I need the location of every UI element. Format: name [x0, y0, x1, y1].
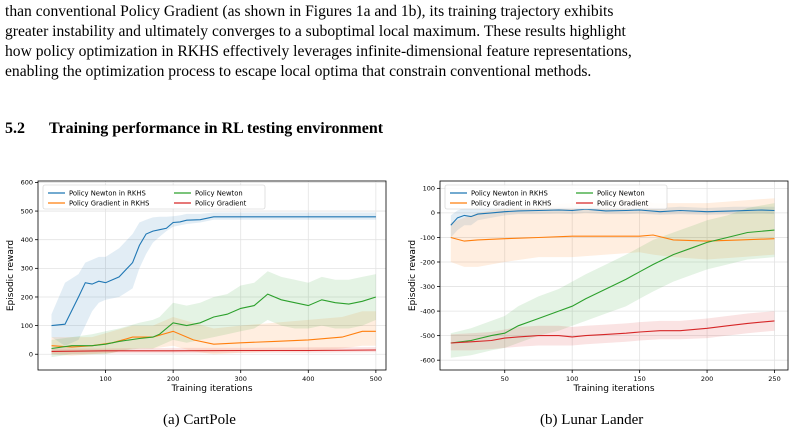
x-tick-label: 100 — [99, 375, 111, 383]
series-line — [450, 208, 775, 226]
series-line — [450, 229, 775, 344]
series-line — [51, 349, 376, 352]
x-tick-label: 200 — [701, 375, 713, 383]
y-tick-label: -200 — [420, 258, 435, 266]
x-tick-label: 150 — [633, 375, 645, 383]
series-band — [51, 212, 376, 346]
y-tick-label: -400 — [420, 307, 435, 315]
y-tick-label: 0 — [431, 209, 435, 217]
section-number: 5.2 — [5, 120, 25, 137]
y-axis-label: Episodic reward — [6, 240, 16, 311]
x-tick-label: 400 — [302, 375, 314, 383]
series-band — [450, 205, 775, 238]
series-band — [51, 311, 376, 356]
section-title: Training performance in RL testing envir… — [49, 120, 384, 137]
legend-label: Policy Newton — [597, 189, 645, 197]
x-tick-label: 500 — [370, 375, 382, 383]
plot-frame — [37, 180, 387, 371]
paragraph-line: how policy optimization in RKHS effectiv… — [5, 43, 632, 60]
series-line — [450, 320, 775, 344]
legend-box — [42, 184, 266, 210]
legend-label: Policy Newton in RKHS — [471, 189, 548, 197]
x-tick-label: 100 — [566, 375, 578, 383]
x-axis-label: Training iterations — [572, 384, 654, 394]
x-tick-label: 50 — [501, 375, 509, 383]
series-band — [51, 271, 376, 358]
plot-frame — [439, 180, 789, 371]
figure-lunar-lander: 50 100 150 200 250 -600 -500 -400 -300 -200 -100 0 1… — [406, 175, 796, 400]
series-line — [450, 234, 775, 242]
y-tick-label: -300 — [420, 283, 435, 291]
lunar-lander-chart: 50 100 150 200 250 -600 -500 -400 -300 -200 -100 0 1… — [408, 180, 789, 394]
x-tick-label: 300 — [235, 375, 247, 383]
y-tick-label: -500 — [420, 332, 435, 340]
x-tick-label: 250 — [768, 375, 780, 383]
series-band — [450, 198, 775, 267]
y-tick-label: 400 — [21, 236, 33, 244]
y-tick-label: -100 — [420, 234, 435, 242]
paragraph-line: greater instability and ultimately conve… — [5, 23, 626, 40]
y-tick-label: 100 — [423, 185, 435, 193]
figure-caption-a: (a) CartPole — [163, 412, 236, 428]
figure-cartpole: 100 200 300 400 500 0 100 200 300 400 500 600 Traini… — [4, 175, 394, 400]
series-band — [450, 311, 775, 351]
y-tick-label: 200 — [21, 293, 33, 301]
y-tick-label: 300 — [21, 265, 33, 273]
y-tick-label: -600 — [420, 356, 435, 364]
legend-label: Policy Gradient in RKHS — [471, 199, 551, 207]
y-tick-label: 500 — [21, 207, 33, 215]
legend-label: Policy Gradient in RKHS — [69, 199, 149, 207]
y-tick-label: 100 — [21, 322, 33, 330]
legend-label: Policy Gradient — [597, 199, 649, 207]
intro-paragraph: than conventional Policy Gradient (as sh… — [5, 2, 801, 82]
y-axis-label: Episodic reward — [408, 240, 418, 311]
figure-caption-b: (b) Lunar Lander — [540, 412, 644, 428]
paragraph-line: enabling the optimization process to esc… — [5, 63, 592, 80]
series-line — [51, 216, 376, 327]
x-axis-label: Training iterations — [170, 384, 252, 394]
legend-label: Policy Gradient — [195, 199, 247, 207]
y-tick-label: 0 — [29, 351, 33, 359]
series-band — [450, 203, 775, 358]
section-heading: 5.2 Training performance in RL testing en… — [5, 120, 383, 138]
legend-label: Policy Newton in RKHS — [69, 189, 146, 197]
cartpole-chart: 100 200 300 400 500 0 100 200 300 400 500 600 Traini… — [6, 179, 387, 394]
legend-box — [444, 184, 668, 210]
paragraph-line: than conventional Policy Gradient (as sh… — [5, 3, 614, 20]
y-tick-label: 600 — [21, 179, 33, 187]
x-tick-label: 200 — [167, 375, 179, 383]
legend-label: Policy Newton — [195, 189, 243, 197]
series-line — [51, 293, 377, 350]
